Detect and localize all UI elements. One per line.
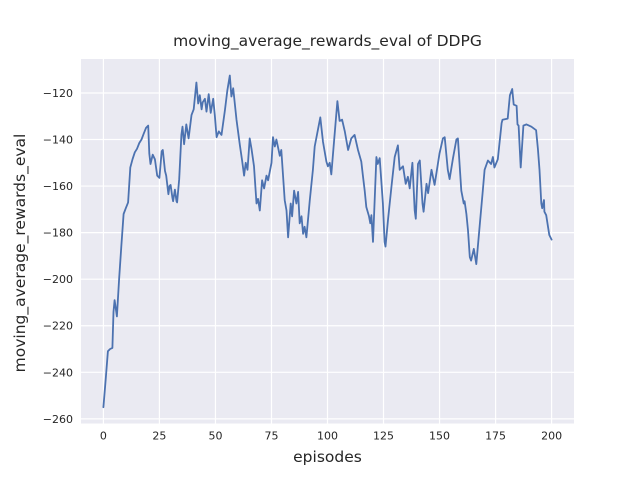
chart-title: moving_average_rewards_eval of DDPG [173, 32, 482, 51]
y-tick-label: −240 [43, 366, 73, 379]
data-line [102, 74, 553, 409]
y-tick-label: −160 [43, 180, 73, 193]
x-tick-label: 25 [152, 430, 166, 443]
x-tick-label: 75 [264, 430, 278, 443]
x-tick-label: 125 [373, 430, 394, 443]
y-tick-label: −140 [43, 134, 73, 147]
x-axis-label: episodes [293, 448, 362, 466]
y-axis-label: moving_average_rewards_eval [11, 134, 30, 373]
y-tick-label: −220 [43, 320, 73, 333]
y-tick-label: −120 [43, 87, 73, 100]
x-tick-label: 50 [208, 430, 222, 443]
axes-layer: 0 25 50 75 100 125 150 175 200 −260 −240 −220 −200 −1… [43, 59, 574, 443]
y-tick-label: −180 [43, 227, 73, 240]
y-tick-label: −200 [43, 273, 73, 286]
x-tick-label: 200 [541, 430, 562, 443]
x-tick-label: 100 [317, 430, 338, 443]
x-tick-label: 175 [485, 430, 506, 443]
y-tick-label: −260 [43, 413, 73, 426]
x-tick-label: 0 [100, 430, 107, 443]
x-tick-label: 150 [429, 430, 450, 443]
